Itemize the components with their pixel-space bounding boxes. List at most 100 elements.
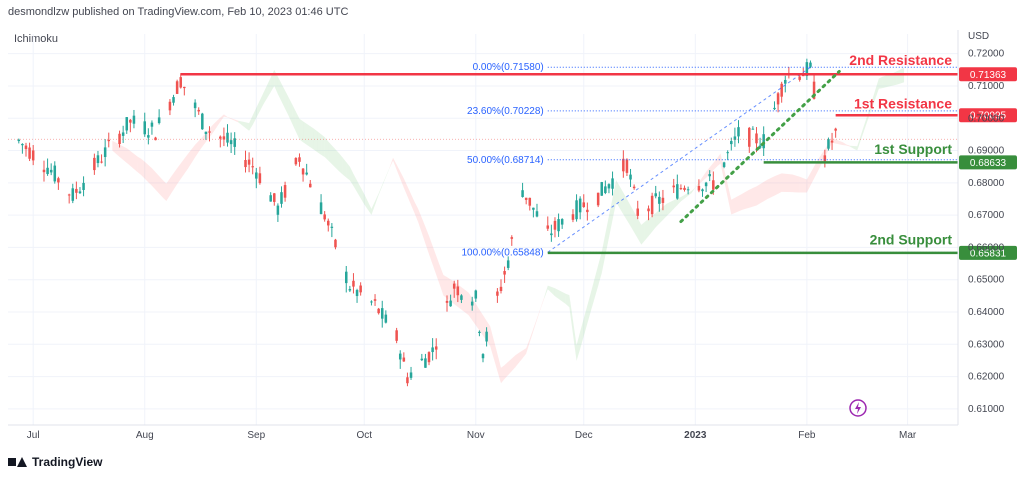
tradingview-footer: TradingView <box>8 455 102 469</box>
cloud-segment <box>364 194 368 210</box>
candle-body <box>179 77 182 88</box>
cloud-segment <box>328 141 340 172</box>
cloud-segment <box>716 153 721 167</box>
x-tick-label: Mar <box>899 430 917 441</box>
indicator-label[interactable]: Ichimoku <box>14 33 59 45</box>
axes: 0.72000 0.71000 0.70000 0.69000 0.68000 0.670… <box>8 30 1005 441</box>
candle-body <box>499 286 503 291</box>
candle-body <box>305 172 308 175</box>
candle-body <box>503 271 506 275</box>
cloud-segment <box>774 174 779 196</box>
candle-body <box>470 301 474 306</box>
cloud-segment <box>202 124 214 147</box>
cloud-segment <box>500 365 505 384</box>
candle-body <box>377 308 380 314</box>
y-tick-label: 0.68000 <box>968 178 1005 189</box>
cloud-segment <box>551 286 555 297</box>
cloud-segment <box>414 201 419 223</box>
cloud-segment <box>652 213 656 232</box>
candle-body <box>586 209 589 213</box>
cloud-segment <box>544 285 548 299</box>
candle-body <box>557 219 560 232</box>
cloud-segment <box>479 309 491 347</box>
candle-body <box>812 81 816 99</box>
candle-body <box>330 226 334 228</box>
candle-body <box>208 131 211 133</box>
candle-body <box>82 182 85 190</box>
tradingview-logo-icon <box>8 456 28 468</box>
level-price-label: 0.70095 <box>970 111 1007 122</box>
candle-body <box>129 119 132 123</box>
cloud-segment <box>896 69 901 85</box>
candle-body <box>506 260 510 268</box>
candle-body <box>49 169 53 173</box>
candle-body <box>550 233 553 236</box>
candle-body <box>222 136 226 140</box>
cloud-segment <box>900 67 905 84</box>
candle-body <box>474 290 478 299</box>
candle-body <box>373 299 377 301</box>
candle-body <box>28 147 31 159</box>
cloud-segment <box>151 168 163 198</box>
candle-body <box>309 183 312 188</box>
candle-body <box>78 191 82 194</box>
candle-body <box>355 290 359 297</box>
candle-body <box>701 189 704 192</box>
cloud-segment <box>853 146 858 151</box>
cloud-segment <box>749 187 753 208</box>
candle-body <box>53 165 57 182</box>
candle-body <box>233 138 236 147</box>
cloud-segment <box>324 137 329 161</box>
level-label: 1st Resistance <box>854 96 952 112</box>
candle-body <box>672 185 675 188</box>
candle-body <box>175 81 179 94</box>
cloud-segment <box>626 199 631 227</box>
candle-body <box>319 202 323 215</box>
cloud-segment <box>630 205 642 245</box>
cloud-segment <box>137 156 142 175</box>
cloud-segment <box>767 177 771 200</box>
level-price-tag <box>959 108 1017 123</box>
cloud-segment <box>177 153 188 185</box>
candle-body <box>280 192 283 204</box>
cloud-segment <box>447 277 451 302</box>
chart-extras <box>8 69 958 417</box>
candle-body <box>780 83 783 97</box>
cloud-segment <box>547 285 552 293</box>
candle-body <box>168 101 172 111</box>
cloud-segment <box>655 203 667 228</box>
cloud-segment <box>321 134 325 157</box>
candle-body <box>730 141 733 145</box>
candle-body <box>424 358 427 368</box>
y-tick-label: 0.66000 <box>968 242 1005 253</box>
candle-body <box>726 152 729 154</box>
y-tick-label: 0.67000 <box>968 210 1005 221</box>
candle-body <box>276 205 280 215</box>
candle-body <box>607 184 611 189</box>
candle-body <box>661 197 665 203</box>
y-tick-label: 0.70000 <box>968 113 1005 124</box>
level-label: 2nd Resistance <box>849 52 952 68</box>
cloud-segment <box>220 114 224 122</box>
candle-body <box>273 193 276 202</box>
candle-body <box>445 300 449 303</box>
candle-body <box>384 314 388 323</box>
footer-brand: TradingView <box>32 455 103 469</box>
cloud-segment <box>425 226 430 255</box>
candle-body <box>755 133 758 144</box>
cloud-segment <box>623 192 627 221</box>
fibonacci-levels: 0.00%(0.71580) 23.60%(0.70228) 50.00%(0.68… <box>461 62 958 258</box>
cloud-segment <box>698 176 703 185</box>
cloud-segment <box>371 201 376 215</box>
cloud-segment <box>554 288 566 304</box>
cloud-segment <box>857 113 869 151</box>
cloud-segment <box>745 189 750 209</box>
currency-label: USD <box>968 31 990 42</box>
cloud-segment <box>778 173 782 194</box>
candle-body <box>380 308 384 319</box>
cloud-segment <box>349 166 354 186</box>
candle-body <box>679 188 683 190</box>
cloud-segment <box>770 176 775 198</box>
candle-body <box>748 127 751 147</box>
